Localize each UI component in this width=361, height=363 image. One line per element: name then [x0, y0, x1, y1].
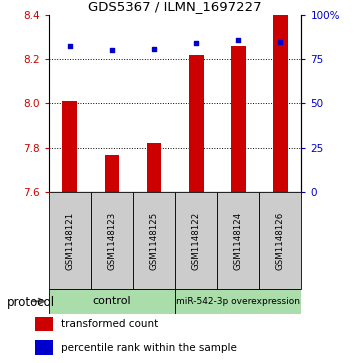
Bar — [49, 289, 175, 314]
Title: GDS5367 / ILMN_1697227: GDS5367 / ILMN_1697227 — [88, 0, 262, 13]
Point — [109, 47, 115, 53]
Text: GSM1148121: GSM1148121 — [65, 211, 74, 270]
Bar — [231, 46, 245, 192]
Text: percentile rank within the sample: percentile rank within the sample — [61, 343, 236, 352]
Bar — [91, 192, 133, 289]
Bar — [35, 340, 53, 355]
Bar — [217, 192, 259, 289]
Point — [193, 40, 199, 45]
Text: GSM1148124: GSM1148124 — [234, 211, 243, 270]
Bar — [133, 192, 175, 289]
Bar — [175, 192, 217, 289]
Bar — [49, 192, 91, 289]
Bar — [189, 54, 204, 192]
Bar — [62, 101, 77, 192]
Bar — [273, 15, 288, 192]
Bar — [175, 289, 301, 314]
Bar — [259, 192, 301, 289]
Text: GSM1148125: GSM1148125 — [149, 211, 158, 270]
Bar — [147, 143, 161, 192]
Point — [278, 40, 283, 45]
Text: transformed count: transformed count — [61, 319, 158, 329]
Text: control: control — [93, 296, 131, 306]
Bar — [105, 155, 119, 192]
Point — [235, 37, 241, 43]
Point — [67, 43, 73, 49]
Text: GSM1148126: GSM1148126 — [276, 211, 285, 270]
Point — [151, 46, 157, 52]
Text: GSM1148122: GSM1148122 — [192, 211, 201, 270]
Text: miR-542-3p overexpression: miR-542-3p overexpression — [176, 297, 300, 306]
Text: GSM1148123: GSM1148123 — [108, 211, 116, 270]
Text: protocol: protocol — [7, 295, 55, 309]
Bar — [35, 317, 53, 331]
